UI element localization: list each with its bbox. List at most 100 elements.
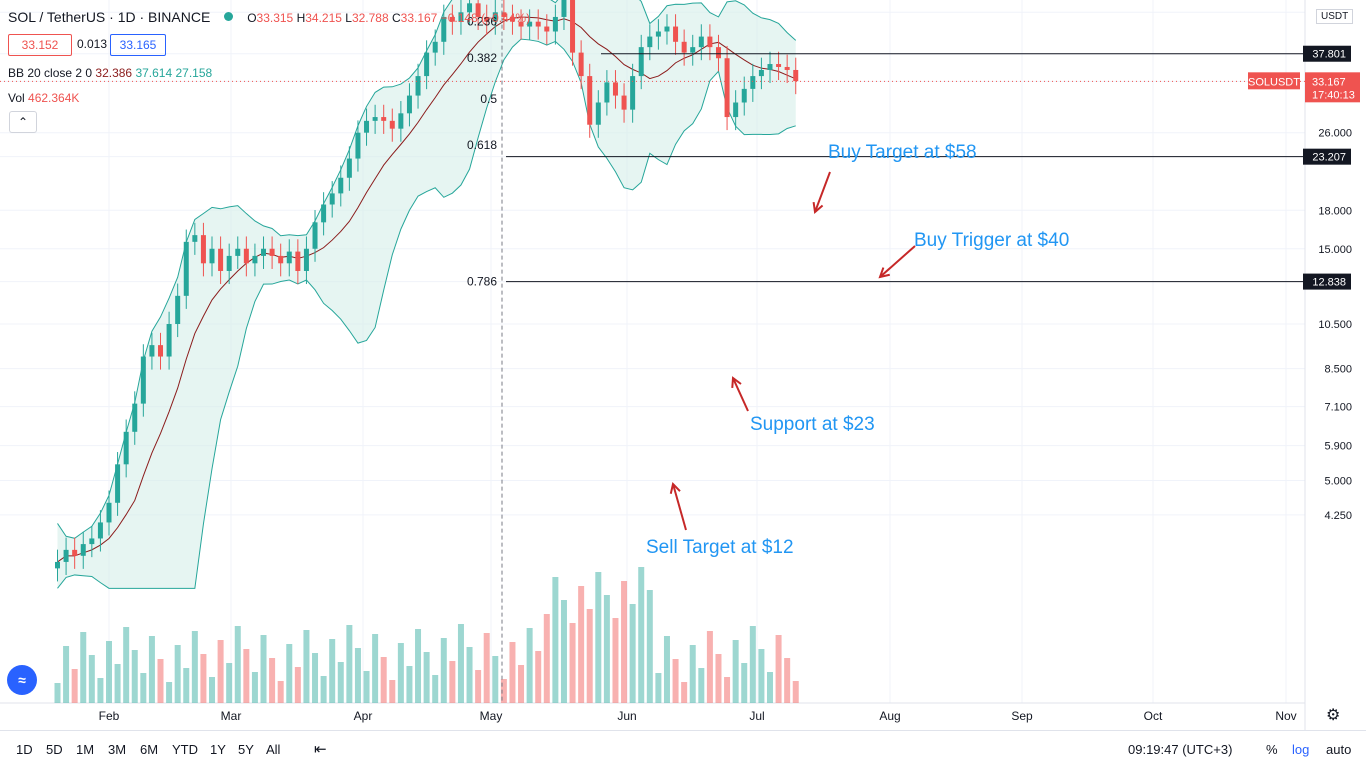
buy-button[interactable]: 33.165 [110,34,166,56]
volume-bar [663,636,670,703]
candle-body [364,120,370,133]
range-3m-button[interactable]: 3M [108,742,127,757]
candle-body [286,251,292,264]
volume-bar [97,678,104,703]
volume-bar [449,661,456,703]
fib-label-5: 0.786 [467,275,497,289]
tradingview-logo-icon[interactable]: ≈ [7,665,37,695]
bb-indicator-legend[interactable]: BB 20 close 2 0 32.386 37.614 27.158 [8,66,212,80]
annotation-buy_trigger: Buy Trigger at $40 [914,230,1069,251]
volume-bar [509,642,516,703]
candle-body [158,345,164,357]
currency-badge[interactable]: USDT [1316,9,1354,24]
volume-bar [114,664,121,703]
volume-bar [226,663,233,703]
volume-bar [698,668,705,703]
candle-body [312,222,318,249]
candle-body [329,193,335,205]
price-level-label: 23.207 [1312,152,1346,164]
candle-body [441,16,447,42]
candle-body [544,26,550,32]
candle-body [424,52,430,77]
sell-button[interactable]: 33.152 [8,34,72,56]
candle-body [226,255,232,271]
volume-indicator-legend[interactable]: Vol 462.364K [8,91,79,105]
candle-body [243,248,249,264]
candle-body [338,177,344,194]
price-level-badge [1303,148,1351,165]
volume-bar [621,581,628,703]
range-all-button[interactable]: All [266,742,281,757]
fib-label-1: 0.236 [467,15,497,29]
price-tick-label: 4.250 [1324,510,1352,522]
bb-band-fill [57,0,796,589]
time-tick-label: Nov [1275,709,1296,723]
volume-bar [269,658,276,703]
volume-bar [320,676,327,703]
candle-body [612,82,618,96]
time-tick-label: Aug [879,709,900,723]
volume-bar [372,634,379,703]
range-1m-button[interactable]: 1M [76,742,95,757]
bb-label: BB 20 close 2 0 [8,66,93,80]
candle-body [767,64,773,70]
symbol-title[interactable]: SOL / TetherUS · 1D · BINANCE [8,9,211,25]
volume-bar [655,673,662,703]
date-range-icon[interactable]: ⇤ [314,741,327,758]
volume-bar [457,624,464,703]
range-6m-button[interactable]: 6M [140,742,159,757]
symbol-header: SOL / TetherUS · 1D · BINANCE O33.315 H3… [8,9,530,25]
current-price-badge [1305,72,1360,103]
percent-scale-toggle[interactable]: % [1266,742,1278,757]
candle-body [235,248,241,256]
volume-bar [303,630,310,703]
annotation-arrow [672,483,687,531]
candle-body [724,58,730,118]
gear-icon[interactable]: ⚙ [1326,707,1341,724]
candle-body [673,26,679,42]
annotation-arrowhead [669,481,681,494]
volume-bar [706,631,713,703]
auto-scale-toggle[interactable]: auto [1326,742,1352,757]
volume-bar [492,656,499,703]
clock-timezone[interactable]: 09:19:47 (UTC+3) [1128,742,1233,757]
volume-bar [329,639,336,703]
range-5d-button[interactable]: 5D [46,742,63,757]
candle-body [784,66,790,70]
volume-bar [732,640,739,703]
volume-bar [612,618,619,703]
range-1y-button[interactable]: 1Y [210,742,226,757]
log-scale-toggle[interactable]: log [1292,742,1310,757]
volume-bar [312,653,319,703]
volume-bar [234,626,241,703]
spread-value: 0.013 [77,37,108,51]
range-1d-button[interactable]: 1D [16,742,33,757]
vol-label: Vol [8,91,25,105]
collapse-legend-button[interactable]: ⌃ [9,111,37,133]
volume-bar [578,586,585,703]
bb-basis-value: 32.386 [95,66,133,80]
range-5y-button[interactable]: 5Y [238,742,254,757]
candle-body [175,295,181,325]
candle-body [346,158,352,178]
candle-body [647,36,653,48]
fib-label-4: 0.618 [467,138,497,152]
time-tick-label: May [480,709,503,723]
candle-body [638,47,644,77]
symbol-badge [1248,72,1300,90]
price-level-label: 12.838 [1312,277,1346,289]
volume-bar [260,635,267,703]
price-tick-label: 5.900 [1324,441,1352,453]
volume-bar [475,670,482,703]
volume-bar [629,604,636,703]
candle-body [406,95,412,114]
volume-bar [380,657,387,703]
volume-bar [569,623,576,703]
price-tick-label: 7.100 [1324,402,1352,414]
candle-body [707,36,713,48]
volume-bar [741,663,748,703]
market-status-icon [224,12,234,21]
volume-bar [80,632,87,703]
range-ytd-button[interactable]: YTD [172,742,198,757]
